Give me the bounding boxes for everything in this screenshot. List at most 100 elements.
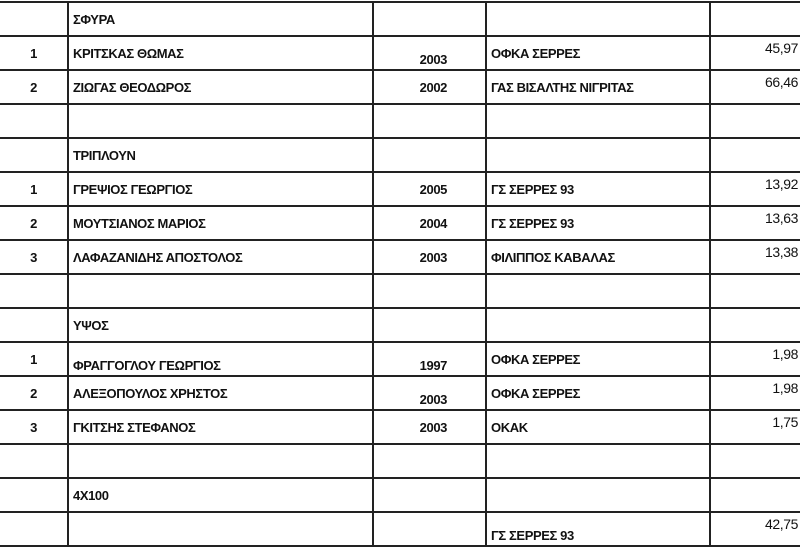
birth-year-cell: 2003 [372, 37, 485, 69]
club-cell [485, 275, 709, 307]
cell-text: 2004 [419, 216, 448, 231]
cell-text: 13,63 [764, 210, 798, 226]
table-row: 1 ΚΡΙΤΣΚΑΣ ΘΩΜΑΣ 2003 ΟΦΚΑ ΣΕΡΡΕΣ 45,97 [0, 37, 800, 71]
mark-cell: 66,46 [709, 71, 800, 103]
cell-text: ΟΦΚΑ ΣΕΡΡΕΣ [491, 386, 581, 401]
mark-cell: 13,92 [709, 173, 800, 205]
athlete-name-cell: ΜΟΥΤΣΙΑΝΟΣ ΜΑΡΙΟΣ [67, 207, 372, 239]
mark-cell [709, 479, 800, 511]
cell-text: 1 [30, 46, 37, 61]
birth-year-cell: 2003 [372, 241, 485, 273]
cell-text: 2003 [419, 52, 448, 67]
club-cell: ΦΙΛΙΠΠΟΣ ΚΑΒΑΛΑΣ [485, 241, 709, 273]
rank-cell: 2 [0, 71, 67, 103]
mark-cell: 13,63 [709, 207, 800, 239]
mark-cell [709, 445, 800, 477]
club-cell [485, 3, 709, 35]
cell-text: 1,98 [772, 346, 798, 362]
table-row [0, 275, 800, 309]
cell-text: ΦΙΛΙΠΠΟΣ ΚΑΒΑΛΑΣ [491, 250, 615, 265]
rank-cell [0, 445, 67, 477]
mark-cell: 1,98 [709, 343, 800, 375]
table-row: 1 ΦΡΑΓΓΟΓΛΟΥ ΓΕΩΡΓΙΟΣ 1997 ΟΦΚΑ ΣΕΡΡΕΣ 1,98 [0, 343, 800, 377]
birth-year-cell [372, 275, 485, 307]
cell-text: ΑΛΕΞΟΠΟΥΛΟΣ ΧΡΗΣΤΟΣ [73, 386, 228, 401]
club-cell [485, 479, 709, 511]
cell-text: 1,98 [772, 380, 798, 396]
birth-year-cell [372, 479, 485, 511]
athlete-name-cell: ΚΡΙΤΣΚΑΣ ΘΩΜΑΣ [67, 37, 372, 69]
cell-text: 45,97 [764, 40, 798, 56]
rank-cell [0, 479, 67, 511]
club-cell: ΟΦΚΑ ΣΕΡΡΕΣ [485, 37, 709, 69]
cell-text: ΤΡΙΠΛΟΥΝ [73, 148, 136, 163]
cell-text: 1,75 [772, 414, 798, 430]
cell-text: ΖΙΩΓΑΣ ΘΕΟΔΩΡΟΣ [73, 80, 192, 95]
cell-text: 2003 [419, 392, 448, 407]
cell-text: ΓΣ ΣΕΡΡΕΣ 93 [491, 528, 574, 543]
athlete-name-cell: ΥΨΟΣ [67, 309, 372, 341]
cell-text: ΟΦΚΑ ΣΕΡΡΕΣ [491, 352, 581, 367]
cell-text: ΛΑΦΑΖΑΝΙΔΗΣ ΑΠΟΣΤΟΛΟΣ [73, 250, 243, 265]
cell-text: 2 [30, 80, 37, 95]
club-cell [485, 309, 709, 341]
cell-text: 1 [30, 352, 37, 367]
cell-text: ΟΦΚΑ ΣΕΡΡΕΣ [491, 46, 581, 61]
table-row: ΤΡΙΠΛΟΥΝ [0, 139, 800, 173]
cell-text: ΦΡΑΓΓΟΓΛΟΥ ΓΕΩΡΓΙΟΣ [73, 358, 221, 373]
rank-cell [0, 139, 67, 171]
cell-text: 1997 [419, 358, 448, 373]
cell-text: ΜΟΥΤΣΙΑΝΟΣ ΜΑΡΙΟΣ [73, 216, 206, 231]
athlete-name-cell: ΛΑΦΑΖΑΝΙΔΗΣ ΑΠΟΣΤΟΛΟΣ [67, 241, 372, 273]
table-row [0, 445, 800, 479]
athlete-name-cell: 4Χ100 [67, 479, 372, 511]
mark-cell: 45,97 [709, 37, 800, 69]
athlete-name-cell: ΖΙΩΓΑΣ ΘΕΟΔΩΡΟΣ [67, 71, 372, 103]
mark-cell: 1,75 [709, 411, 800, 443]
club-cell: ΟΦΚΑ ΣΕΡΡΕΣ [485, 343, 709, 375]
cell-text: ΓΣ ΣΕΡΡΕΣ 93 [491, 216, 574, 231]
cell-text: ΣΦΥΡΑ [73, 12, 115, 27]
cell-text: 2003 [419, 250, 448, 265]
birth-year-cell [372, 513, 485, 545]
mark-cell [709, 139, 800, 171]
athlete-name-cell [67, 275, 372, 307]
table-row: ΣΦΥΡΑ [0, 3, 800, 37]
cell-text: ΓΑΣ ΒΙΣΑΛΤΗΣ ΝΙΓΡΙΤΑΣ [491, 80, 634, 95]
club-cell: ΓΣ ΣΕΡΡΕΣ 93 [485, 207, 709, 239]
cell-text: ΓΣ ΣΕΡΡΕΣ 93 [491, 182, 574, 197]
athlete-name-cell: ΦΡΑΓΓΟΓΛΟΥ ΓΕΩΡΓΙΟΣ [67, 343, 372, 375]
rank-cell [0, 309, 67, 341]
athlete-name-cell: ΣΦΥΡΑ [67, 3, 372, 35]
rank-cell: 3 [0, 411, 67, 443]
mark-cell: 1,98 [709, 377, 800, 409]
table-row: 2 ΑΛΕΞΟΠΟΥΛΟΣ ΧΡΗΣΤΟΣ 2003 ΟΦΚΑ ΣΕΡΡΕΣ 1,98 [0, 377, 800, 411]
rank-cell: 1 [0, 37, 67, 69]
birth-year-cell: 1997 [372, 343, 485, 375]
club-cell: ΟΚΑΚ [485, 411, 709, 443]
athlete-name-cell: ΓΡΕΨΙΟΣ ΓΕΩΡΓΙΟΣ [67, 173, 372, 205]
mark-cell [709, 105, 800, 137]
cell-text: 2002 [419, 80, 448, 95]
birth-year-cell [372, 3, 485, 35]
cell-text: 13,38 [764, 244, 798, 260]
cell-text: ΥΨΟΣ [73, 318, 109, 333]
cell-text: 3 [30, 250, 37, 265]
cell-text: ΟΚΑΚ [491, 420, 528, 435]
table-row: ΥΨΟΣ [0, 309, 800, 343]
cell-text: ΚΡΙΤΣΚΑΣ ΘΩΜΑΣ [73, 46, 184, 61]
table-row: 4Χ100 [0, 479, 800, 513]
cell-text: 2 [30, 386, 37, 401]
cell-text: 2 [30, 216, 37, 231]
table-row: 3 ΓΚΙΤΣΗΣ ΣΤΕΦΑΝΟΣ 2003 ΟΚΑΚ 1,75 [0, 411, 800, 445]
cell-text: 4Χ100 [73, 488, 109, 503]
rank-cell: 3 [0, 241, 67, 273]
athlete-name-cell [67, 445, 372, 477]
table-row: 2 ΜΟΥΤΣΙΑΝΟΣ ΜΑΡΙΟΣ 2004 ΓΣ ΣΕΡΡΕΣ 93 13,63 [0, 207, 800, 241]
table-row: ΓΣ ΣΕΡΡΕΣ 93 42,75 [0, 513, 800, 547]
cell-text: ΓΚΙΤΣΗΣ ΣΤΕΦΑΝΟΣ [73, 420, 196, 435]
rank-cell [0, 3, 67, 35]
cell-text: 66,46 [764, 74, 798, 90]
club-cell [485, 445, 709, 477]
